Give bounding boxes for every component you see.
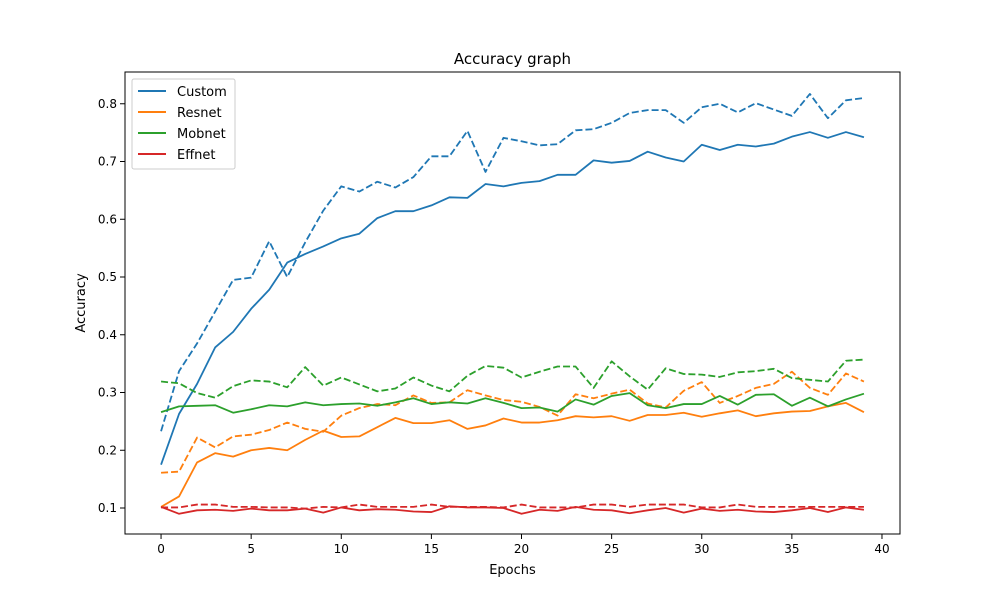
- y-tick-label: 0.3: [98, 386, 117, 400]
- y-tick-label: 0.1: [98, 501, 117, 515]
- y-tick-label: 0.5: [98, 270, 117, 284]
- x-tick-label: 10: [334, 542, 349, 556]
- y-tick-label: 0.8: [98, 97, 117, 111]
- x-tick-label: 30: [694, 542, 709, 556]
- legend-label-effnet: Effnet: [177, 148, 216, 163]
- x-tick-label: 0: [157, 542, 165, 556]
- legend-label-custom: Custom: [177, 85, 227, 100]
- x-tick-label: 5: [247, 542, 255, 556]
- y-tick-label: 0.2: [98, 443, 117, 457]
- legend-label-resnet: Resnet: [177, 106, 222, 121]
- legend-label-mobnet: Mobnet: [177, 127, 226, 142]
- x-axis-title: Epochs: [489, 563, 536, 578]
- x-tick-label: 25: [604, 542, 619, 556]
- y-tick-label: 0.6: [98, 212, 117, 226]
- x-tick-label: 15: [424, 542, 439, 556]
- x-tick-label: 40: [874, 542, 889, 556]
- y-axis-title: Accuracy: [74, 273, 89, 333]
- chart-title: Accuracy graph: [454, 50, 571, 68]
- legend: Custom Resnet Mobnet Effnet: [132, 79, 235, 169]
- y-tick-label: 0.7: [98, 155, 117, 169]
- y-tick-label: 0.4: [98, 328, 117, 342]
- x-tick-label: 35: [784, 542, 799, 556]
- x-tick-label: 20: [514, 542, 529, 556]
